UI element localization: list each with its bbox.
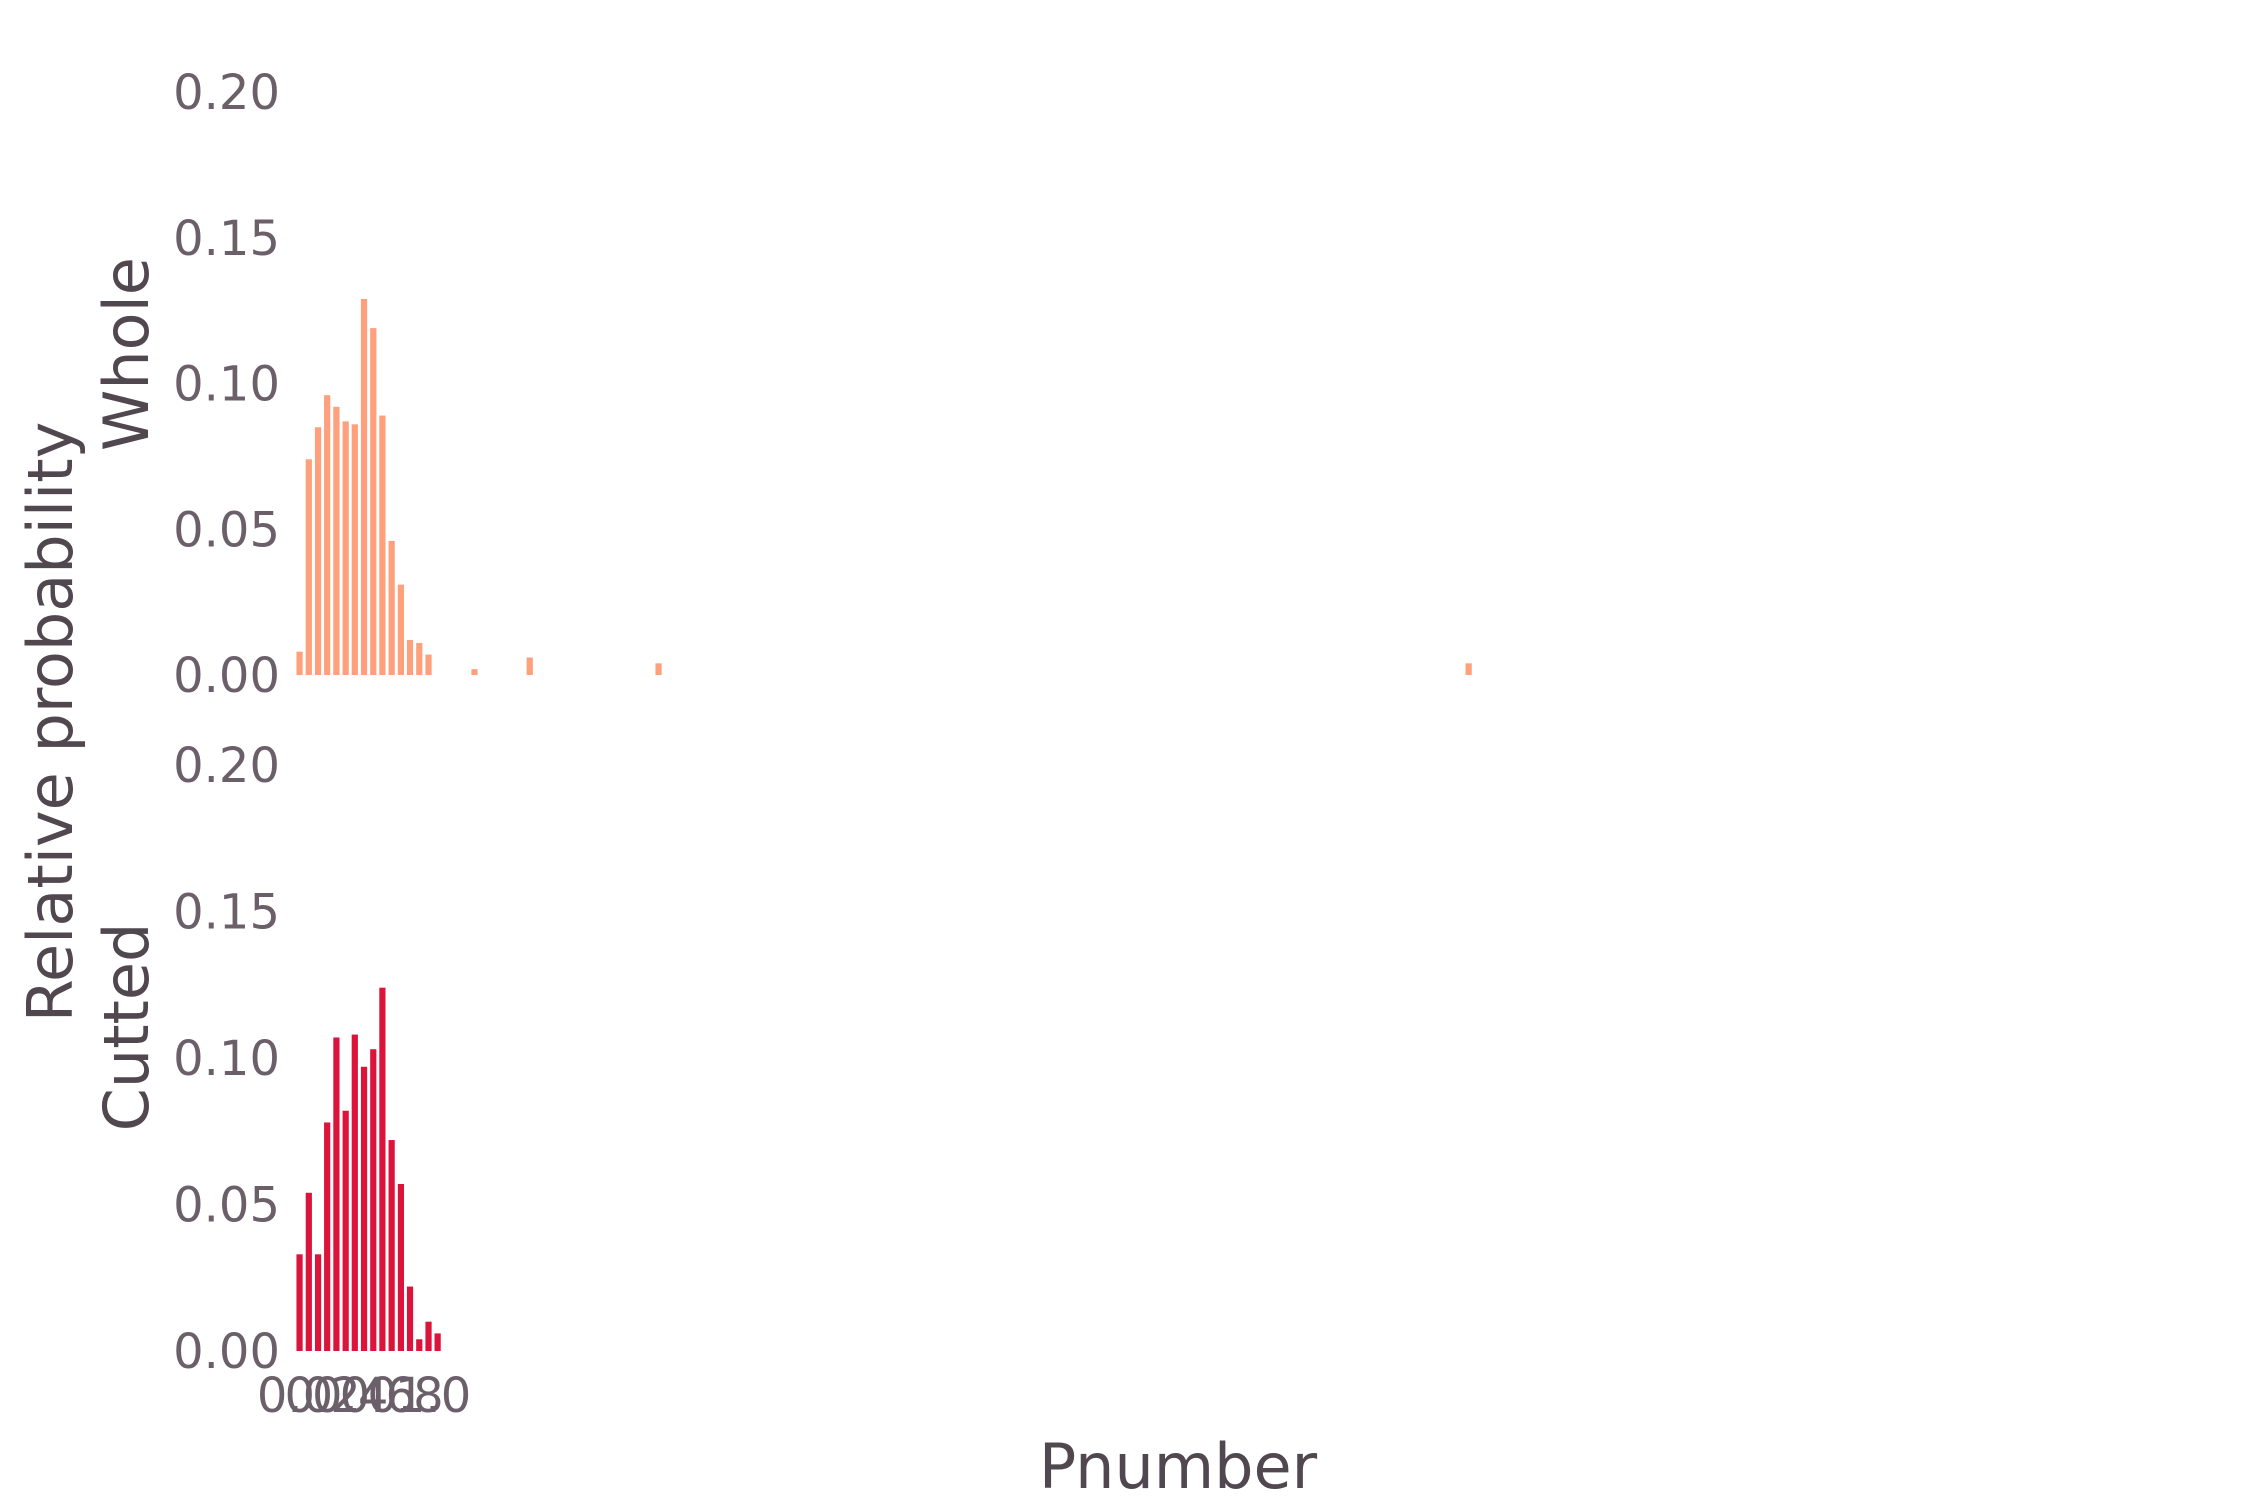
y-tick-label: 0.15 xyxy=(173,885,280,941)
bar xyxy=(370,328,377,675)
bar xyxy=(406,640,414,675)
bar xyxy=(406,1286,414,1351)
bar xyxy=(397,584,405,675)
bar xyxy=(379,987,386,1351)
panel-whole: 0.00 0.05 0.10 0.15 0.20 Whole xyxy=(90,65,1472,704)
bar xyxy=(351,424,358,675)
bar xyxy=(342,421,349,675)
bar xyxy=(526,657,533,675)
x-tick-label: 0.8 xyxy=(367,1368,443,1424)
bar xyxy=(425,1321,432,1351)
bar xyxy=(434,1333,441,1351)
bar xyxy=(305,1192,312,1351)
bar xyxy=(342,1110,349,1351)
bar xyxy=(379,415,386,675)
bar xyxy=(333,406,340,675)
y-tick-label: 0.00 xyxy=(173,1324,280,1380)
bar xyxy=(425,654,432,675)
bar xyxy=(314,427,322,675)
x-axis-label: Pnumber xyxy=(1039,1430,1318,1503)
panel-title: Whole xyxy=(90,257,163,451)
bar xyxy=(360,1066,368,1351)
y-tick-label: 0.10 xyxy=(173,357,280,413)
y-tick-label: 0.15 xyxy=(173,211,280,267)
x-tick-label: 0.2 xyxy=(284,1368,360,1424)
bar xyxy=(416,1339,423,1351)
panel-cutted: 0.00 0.05 0.10 0.15 0.20 Cutted xyxy=(90,738,441,1380)
bar xyxy=(388,540,395,675)
bar xyxy=(333,1037,340,1351)
y-tick-label: 0.10 xyxy=(173,1031,280,1087)
bar xyxy=(1465,663,1472,675)
bar xyxy=(416,642,423,675)
y-tick-label: 0.20 xyxy=(173,738,280,794)
y-tick-label: 0.05 xyxy=(173,1178,280,1234)
bar xyxy=(324,1122,331,1351)
bar xyxy=(351,1034,358,1351)
bar xyxy=(397,1183,405,1351)
x-tick-label: 0.0 xyxy=(257,1368,333,1424)
bar xyxy=(305,459,312,675)
bar xyxy=(324,395,331,675)
y-tick-label: 0.00 xyxy=(173,648,280,704)
bar xyxy=(360,298,368,675)
bar xyxy=(296,1254,303,1351)
bar xyxy=(471,669,478,675)
bar xyxy=(296,651,303,675)
x-tick-label: 0.4 xyxy=(312,1368,388,1424)
panel-title: Cutted xyxy=(90,923,163,1132)
bar xyxy=(370,1049,377,1351)
bar xyxy=(655,663,662,675)
y-tick-label: 0.20 xyxy=(173,65,280,121)
bar xyxy=(388,1140,395,1351)
y-axis-label: Relative probability xyxy=(14,422,87,1023)
x-tick-label: 0.6 xyxy=(340,1368,416,1424)
bar xyxy=(314,1254,322,1351)
y-tick-label: 0.05 xyxy=(173,502,280,558)
x-tick-label: 1.0 xyxy=(395,1368,471,1424)
x-axis: 0.00.20.40.60.81.0 xyxy=(257,1368,471,1424)
